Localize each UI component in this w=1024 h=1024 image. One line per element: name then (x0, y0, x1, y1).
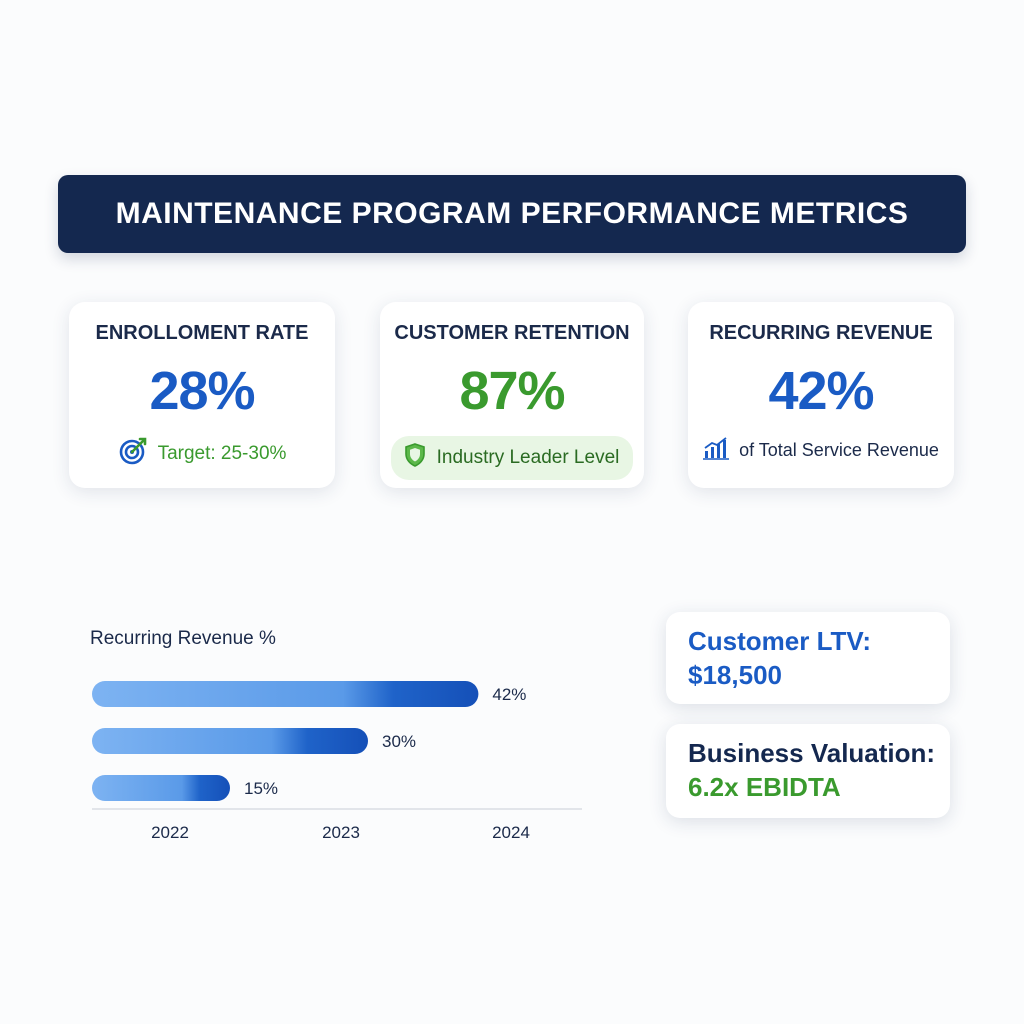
bar-2024 (92, 681, 479, 707)
chart-canvas: 42% 30% 15% 2022 2023 2024 (92, 681, 582, 842)
stat-value: $18,500 (688, 660, 782, 690)
bar-value-label: 30% (382, 732, 416, 751)
card-title: ENROLLOMENT RATE (95, 322, 309, 344)
card-title: CUSTOMER RETENTION (394, 322, 630, 344)
stat-value: 6.2x EBIDTA (688, 772, 841, 802)
shield-icon (403, 442, 427, 474)
header-banner: MAINTENANCE PROGRAM PERFORMANCE METRICS (58, 175, 966, 253)
customer-ltv-box: Customer LTV: $18,500 (666, 612, 950, 704)
status-badge: Industry Leader Level (390, 436, 634, 480)
card-note: Industry Leader Level (380, 436, 644, 480)
page-title: MAINTENANCE PROGRAM PERFORMANCE METRICS (115, 197, 909, 230)
card-value: 87% (459, 361, 565, 421)
recurring-revenue-card: RECURRING REVENUE 42% of Total Service R… (688, 302, 954, 488)
bar-2023 (92, 728, 368, 754)
enrollment-rate-card: ENROLLOMENT RATE 28% Target: 25-30% (69, 302, 335, 488)
stat-label: Customer LTV: (688, 626, 871, 656)
recurring-revenue-chart: Recurring Revenue % 42% 30% 15% 2022 2023 202… (60, 620, 600, 860)
card-note-text: Industry Leader Level (436, 447, 620, 468)
business-valuation-box: Business Valuation: 6.2x EBIDTA (666, 724, 950, 818)
bar-value-label: 15% (244, 779, 278, 798)
stat-label: Business Valuation: (688, 738, 936, 768)
card-note-text: Target: 25-30% (157, 443, 287, 464)
target-icon (118, 436, 148, 472)
card-note-text: of Total Service Revenue (739, 440, 939, 460)
card-title: RECURRING REVENUE (709, 322, 933, 344)
card-value: 28% (149, 361, 255, 421)
bar-value-label: 42% (492, 685, 526, 704)
bar-chart-icon (703, 436, 730, 465)
customer-retention-card: CUSTOMER RETENTION 87% Industry Leader L… (380, 302, 644, 488)
x-tick-label: 2022 (151, 823, 189, 842)
x-tick-label: 2024 (492, 823, 530, 842)
card-value: 42% (768, 361, 874, 421)
card-note: of Total Service Revenue (688, 436, 954, 465)
x-tick-label: 2023 (322, 823, 360, 842)
chart-title: Recurring Revenue % (90, 628, 276, 649)
bar-2022 (92, 775, 230, 801)
card-note: Target: 25-30% (69, 436, 335, 472)
